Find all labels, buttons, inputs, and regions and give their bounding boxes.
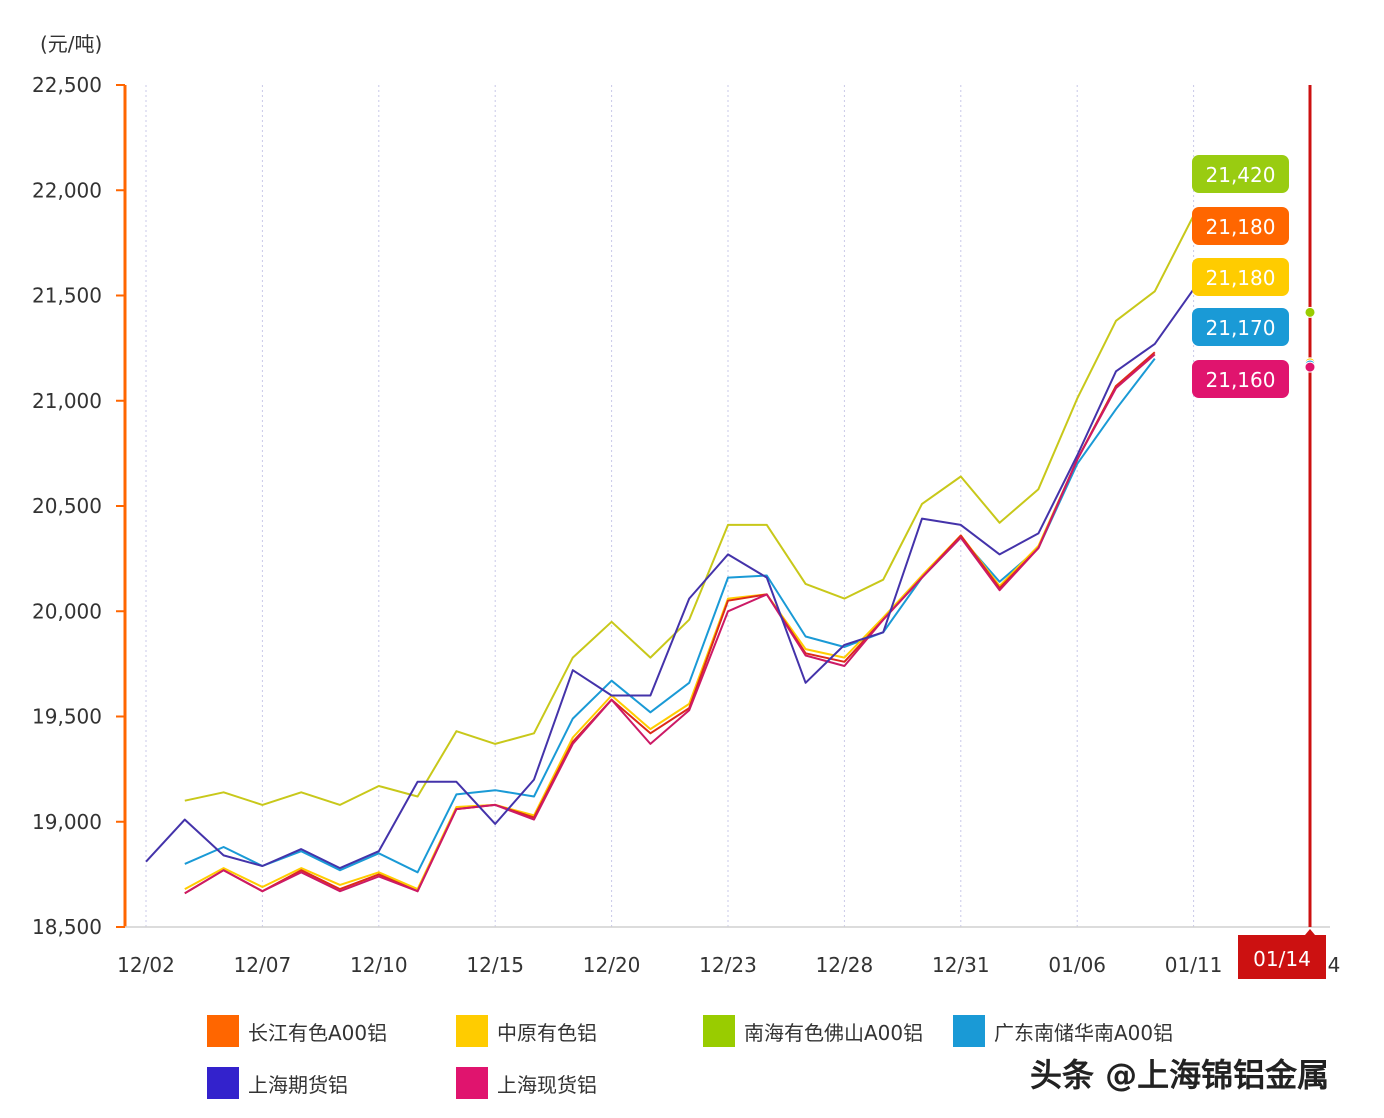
y-tick-label: 22,500 (32, 73, 102, 97)
crosshair-label-text: 01/14 (1253, 947, 1311, 971)
legend-item[interactable]: 南海有色佛山A00铝 (703, 1015, 923, 1047)
legend-label: 上海期货铝 (248, 1072, 348, 1097)
x-tick-label: 12/23 (699, 953, 757, 977)
badge-bg (1192, 360, 1289, 398)
badge-value: 21,180 (1206, 215, 1276, 239)
x-tick-label: 12/10 (350, 953, 408, 977)
legend-label: 中原有色铝 (497, 1020, 597, 1045)
legend-label: 上海现货铝 (497, 1072, 597, 1097)
legend-item[interactable]: 上海现货铝 (456, 1067, 597, 1099)
x-tick-label: 12/20 (583, 953, 641, 977)
end-value-badge: 21,170 (1192, 308, 1289, 346)
series-line (184, 353, 1156, 891)
x-tick-label: 12/31 (932, 953, 990, 977)
legend-label: 广东南储华南A00铝 (994, 1020, 1174, 1045)
legend-item[interactable]: 长江有色A00铝 (207, 1015, 387, 1047)
badge-value: 21,180 (1206, 266, 1276, 290)
legend-swatch (207, 1067, 239, 1099)
badge-bg (1192, 155, 1289, 193)
watermark: 头条 @上海锦铝金属 (1030, 1056, 1330, 1094)
legend-item[interactable]: 中原有色铝 (456, 1015, 597, 1047)
legend-swatch (207, 1015, 239, 1047)
badge-bg (1192, 258, 1289, 296)
crosshair-date-label: 01/14 (1238, 929, 1326, 979)
end-value-badge: 21,420 (1192, 155, 1289, 193)
end-point-marker (1304, 361, 1316, 373)
crosshair-label-bg (1238, 935, 1326, 979)
legend-label: 南海有色佛山A00铝 (744, 1020, 924, 1045)
badge-value: 21,420 (1206, 163, 1276, 187)
legend-item[interactable]: 上海期货铝 (207, 1067, 348, 1099)
y-unit-label: (元/吨) (40, 32, 103, 56)
legend-swatch (953, 1015, 985, 1047)
y-tick-label: 20,500 (32, 494, 102, 518)
y-tick-label: 18,500 (32, 915, 102, 939)
badge-value: 21,170 (1206, 316, 1276, 340)
badge-bg (1192, 308, 1289, 346)
end-value-badge: 21,160 (1192, 360, 1289, 398)
legend-swatch (703, 1015, 735, 1047)
crosshair-pointer (1305, 929, 1315, 935)
y-tick-label: 19,000 (32, 810, 102, 834)
y-tick-label: 22,000 (32, 178, 102, 202)
y-tick-label: 21,500 (32, 284, 102, 308)
x-tick-label: 12/07 (234, 953, 292, 977)
y-tick-label: 21,000 (32, 389, 102, 413)
x-tick-label-partial: 4 (1328, 953, 1341, 977)
series-line (184, 215, 1195, 806)
y-tick-label: 19,500 (32, 705, 102, 729)
badge-value: 21,160 (1206, 368, 1276, 392)
legend-swatch (456, 1015, 488, 1047)
legend-label: 长江有色A00铝 (248, 1020, 388, 1045)
x-tick-label: 01/06 (1048, 953, 1106, 977)
x-tick-label: 12/28 (816, 953, 874, 977)
end-point-marker (1304, 306, 1316, 318)
series-line (145, 288, 1195, 870)
y-tick-label: 20,000 (32, 599, 102, 623)
end-value-badge: 21,180 (1192, 207, 1289, 245)
x-tick-label: 01/11 (1165, 953, 1223, 977)
series-line (184, 351, 1156, 895)
end-value-badge: 21,180 (1192, 258, 1289, 296)
legend-swatch (456, 1067, 488, 1099)
series-line (184, 353, 1156, 895)
x-tick-label: 12/15 (466, 953, 524, 977)
badge-bg (1192, 207, 1289, 245)
series-line (184, 357, 1156, 874)
x-tick-label: 12/02 (117, 953, 175, 977)
legend-item[interactable]: 广东南储华南A00铝 (953, 1015, 1173, 1047)
